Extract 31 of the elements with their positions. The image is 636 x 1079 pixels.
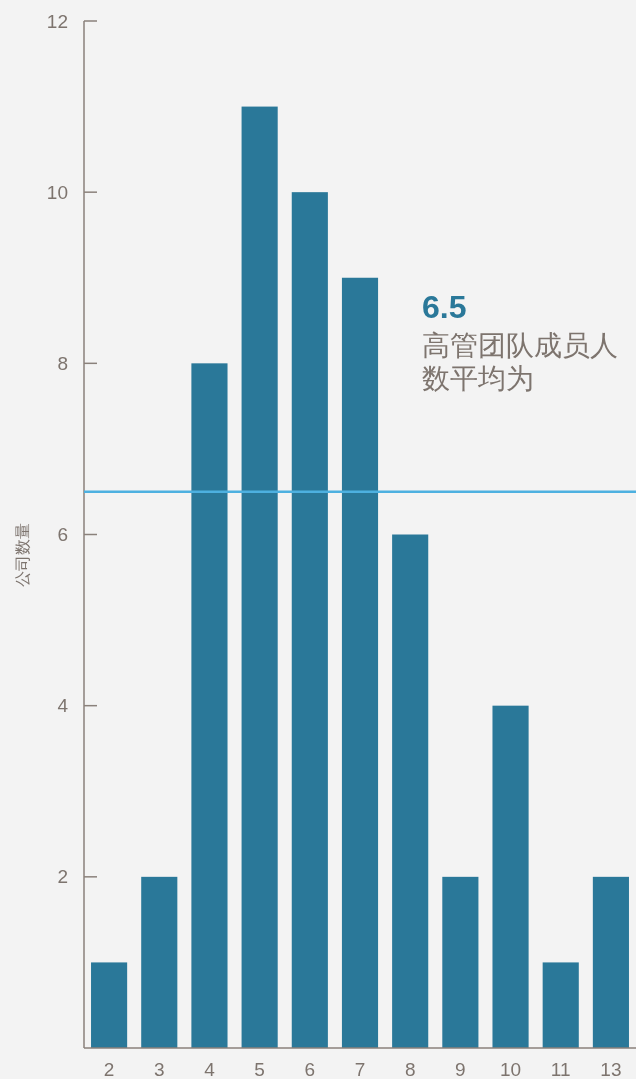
x-tick-label: 13 [600,1058,622,1079]
x-tick-label: 7 [354,1058,366,1079]
x-tick-label: 11 [550,1058,571,1079]
bar [392,534,429,1048]
y-tick-label: 10 [46,181,68,203]
bar [91,962,128,1048]
bar [592,876,629,1048]
x-tick-label: 5 [254,1058,265,1079]
bar [492,705,529,1048]
x-tick-label: 8 [404,1058,416,1079]
y-axis-title: 公司数量 [13,522,31,587]
bar [141,876,178,1048]
bar [442,876,479,1048]
annotation: 高管团队成员人数平均为 [422,330,618,394]
bar [191,363,228,1048]
bar [341,277,379,1048]
x-tick-label: 3 [153,1058,165,1079]
x-tick-label: 2 [103,1058,115,1079]
y-tick-label: 4 [57,695,69,717]
y-tick-label: 8 [57,352,68,374]
bar [241,106,278,1048]
bar [542,962,579,1048]
y-tick-label: 2 [57,866,68,888]
y-tick-label: 6 [57,524,68,545]
x-tick-label: 4 [204,1058,216,1079]
x-tick-label: 9 [455,1058,466,1079]
x-tick-label: 10 [499,1058,522,1079]
y-tick-label: 12 [46,10,68,32]
bar [291,192,328,1048]
x-tick-label: 6 [304,1058,316,1079]
annotation: 6.5 [422,289,467,325]
